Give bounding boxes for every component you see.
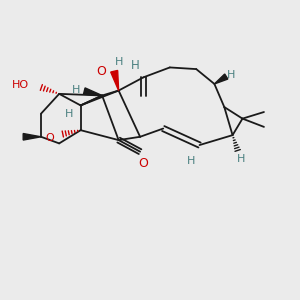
Text: H: H: [64, 109, 73, 119]
Polygon shape: [214, 74, 228, 84]
Text: H: H: [237, 154, 246, 164]
Polygon shape: [111, 70, 119, 91]
Text: H: H: [114, 57, 123, 67]
Text: H: H: [130, 59, 139, 72]
Text: O: O: [138, 157, 148, 170]
Text: H: H: [226, 70, 235, 80]
Text: H: H: [186, 156, 195, 167]
Text: H: H: [71, 85, 80, 94]
Polygon shape: [83, 88, 102, 95]
Text: HO: HO: [12, 80, 29, 90]
Text: O: O: [96, 65, 106, 78]
Polygon shape: [23, 134, 41, 140]
Text: O: O: [45, 133, 54, 142]
